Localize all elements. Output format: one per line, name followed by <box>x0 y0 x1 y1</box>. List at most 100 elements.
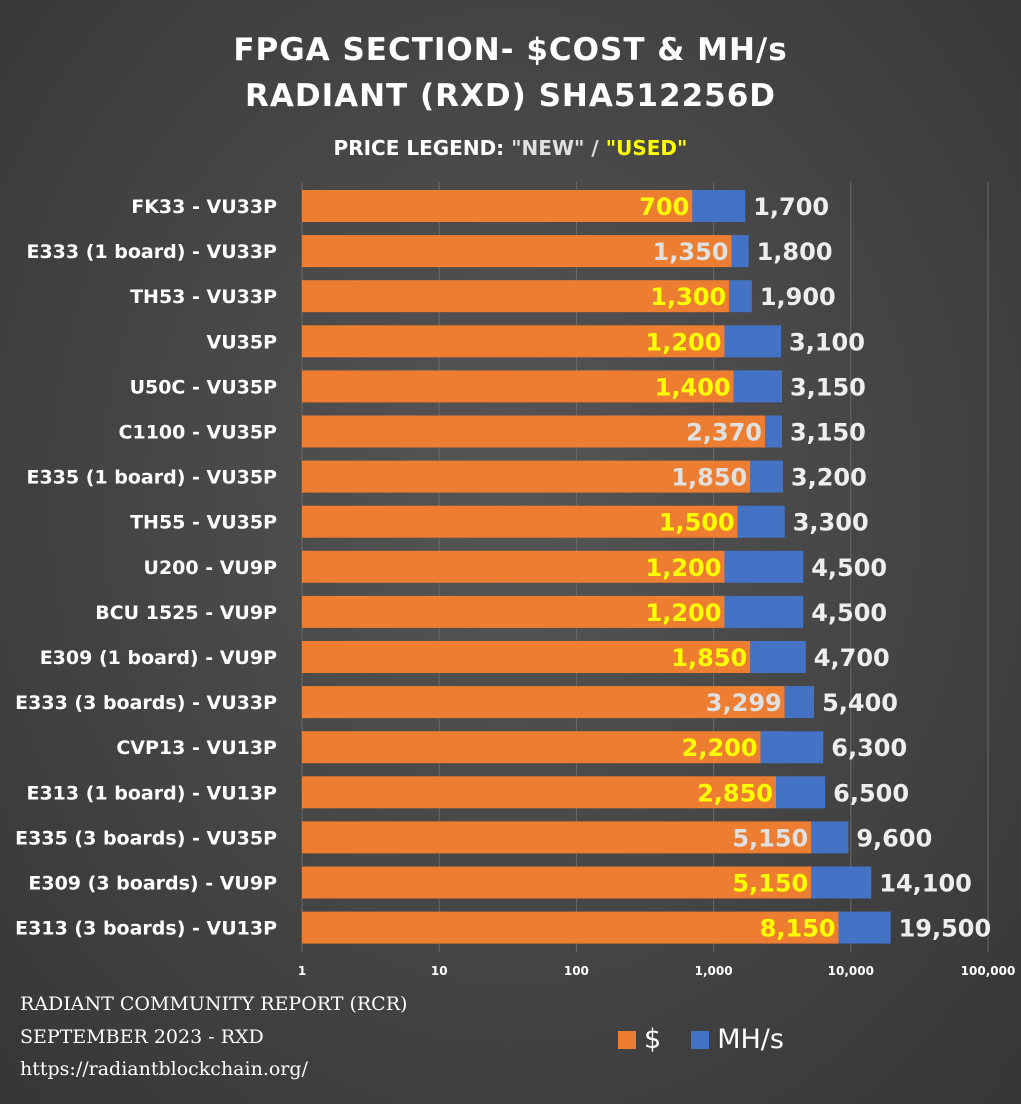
cost-bar <box>302 550 725 583</box>
hashrate-bar <box>737 505 785 538</box>
cost-legend-swatch <box>618 1030 636 1049</box>
cost-data-label: 1,850 <box>671 644 747 672</box>
x-tick-label: 1 <box>298 964 306 978</box>
cost-bar <box>302 776 777 809</box>
category-label: FK33 - VU33P <box>131 196 277 218</box>
chart-subtitle: RADIANT (RXD) SHA512256D <box>244 78 777 114</box>
footer-report-name: RADIANT COMMUNITY REPORT (RCR) <box>20 993 408 1015</box>
hashrate-bar <box>750 460 783 493</box>
cost-bar <box>302 370 734 403</box>
hashrate-bar <box>776 776 826 809</box>
hashrate-data-label: 3,150 <box>790 419 866 447</box>
chart-title: FPGA SECTION- $COST & MH/s <box>233 32 788 68</box>
category-label: E309 (1 board) - VU9P <box>40 647 277 669</box>
cost-data-label: 5,150 <box>732 870 808 898</box>
category-label: E333 (3 boards) - VU33P <box>15 692 277 714</box>
x-tick-label: 100,000 <box>961 964 1016 978</box>
hashrate-data-label: 4,500 <box>811 599 887 627</box>
cost-bar <box>302 235 732 268</box>
x-tick-label: 10,000 <box>828 964 874 978</box>
cost-bar <box>302 595 725 628</box>
cost-bar <box>302 866 812 899</box>
category-label: E309 (3 boards) - VU9P <box>28 873 277 895</box>
cost-data-label: 1,200 <box>646 554 722 582</box>
cost-data-label: 1,200 <box>646 599 722 627</box>
category-label: CVP13 - VU13P <box>116 737 277 759</box>
hashrate-bar <box>784 686 815 719</box>
price-legend: PRICE LEGEND: "NEW" / "USED" <box>0 136 1021 160</box>
category-label: E333 (1 board) - VU33P <box>26 241 277 263</box>
x-tick-label: 10 <box>431 964 448 978</box>
cost-bar <box>302 460 751 493</box>
hashrate-data-label: 1,800 <box>757 238 833 266</box>
category-label: TH55 - VU35P <box>130 512 277 534</box>
hashrate-bar <box>731 235 749 268</box>
cost-bar <box>302 911 839 944</box>
cost-data-label: 5,150 <box>732 824 808 852</box>
hashrate-legend-label: MH/s <box>717 1024 784 1055</box>
bar-chart: 1 10 100 1,000 10,000 100,000 FK33 - VU33P 700 1… <box>15 182 1016 978</box>
x-tick-label: 1,000 <box>695 964 733 978</box>
hashrate-bar <box>692 190 746 222</box>
hashrate-bar <box>724 595 804 628</box>
cost-bar <box>302 415 766 448</box>
category-label: VU35P <box>207 331 278 353</box>
hashrate-data-label: 4,500 <box>811 554 887 582</box>
price-legend-separator: / <box>591 136 599 160</box>
cost-data-label: 1,400 <box>655 373 731 401</box>
cost-bar <box>302 686 785 719</box>
cost-data-label: 2,200 <box>682 734 758 762</box>
hashrate-bar <box>724 325 782 358</box>
cost-bar <box>302 280 730 313</box>
category-label: C1100 - VU35P <box>119 422 278 444</box>
cost-bar <box>302 190 693 222</box>
hashrate-data-label: 3,100 <box>789 328 865 356</box>
category-label: U200 - VU9P <box>144 557 278 579</box>
hashrate-bar <box>838 911 891 944</box>
cost-bar <box>302 505 738 538</box>
cost-data-label: 8,150 <box>760 915 836 943</box>
category-label: TH53 - VU33P <box>130 286 277 308</box>
series-legend: $ MH/s <box>618 1024 784 1055</box>
price-legend-used: "USED" <box>605 136 688 160</box>
hashrate-data-label: 19,500 <box>899 915 992 943</box>
hashrate-data-label: 1,700 <box>753 193 829 221</box>
hashrate-data-label: 3,200 <box>791 464 867 492</box>
hashrate-data-label: 5,400 <box>822 689 898 717</box>
cost-data-label: 1,200 <box>646 328 722 356</box>
hashrate-data-label: 3,150 <box>790 373 866 401</box>
cost-data-label: 700 <box>639 193 689 221</box>
hashrate-bar <box>724 550 804 583</box>
category-label: E335 (3 boards) - VU35P <box>15 827 277 849</box>
category-label: E335 (1 board) - VU35P <box>26 467 277 489</box>
hashrate-bar <box>760 731 824 764</box>
cost-data-label: 1,500 <box>659 509 735 537</box>
hashrate-bar <box>729 280 752 313</box>
hashrate-data-label: 1,900 <box>760 283 836 311</box>
cost-data-label: 2,370 <box>686 419 762 447</box>
hashrate-data-label: 4,700 <box>814 644 890 672</box>
hashrate-data-label: 3,300 <box>793 509 869 537</box>
category-label: BCU 1525 - VU9P <box>95 602 277 624</box>
footer-url[interactable]: https://radiantblockchain.org/ <box>20 1058 308 1080</box>
hashrate-bar <box>765 415 782 448</box>
hashrate-data-label: 14,100 <box>879 870 972 898</box>
x-tick-label: 100 <box>564 964 589 978</box>
cost-data-label: 1,850 <box>671 464 747 492</box>
category-label: E313 (1 board) - VU13P <box>26 782 277 804</box>
hashrate-data-label: 6,300 <box>831 734 907 762</box>
hashrate-data-label: 9,600 <box>856 824 932 852</box>
price-legend-label: PRICE LEGEND: <box>333 136 505 160</box>
hashrate-bar <box>750 641 806 673</box>
hashrate-bar <box>811 821 849 854</box>
hashrate-bar <box>733 370 782 403</box>
category-label: U50C - VU35P <box>130 376 278 398</box>
cost-data-label: 1,350 <box>653 238 729 266</box>
hashrate-legend-swatch <box>691 1030 710 1049</box>
cost-legend-label: $ <box>644 1024 662 1055</box>
hashrate-data-label: 6,500 <box>833 779 909 807</box>
cost-data-label: 1,300 <box>650 283 726 311</box>
cost-data-label: 2,850 <box>697 779 773 807</box>
hashrate-bar <box>811 866 872 899</box>
cost-bar <box>302 731 761 764</box>
